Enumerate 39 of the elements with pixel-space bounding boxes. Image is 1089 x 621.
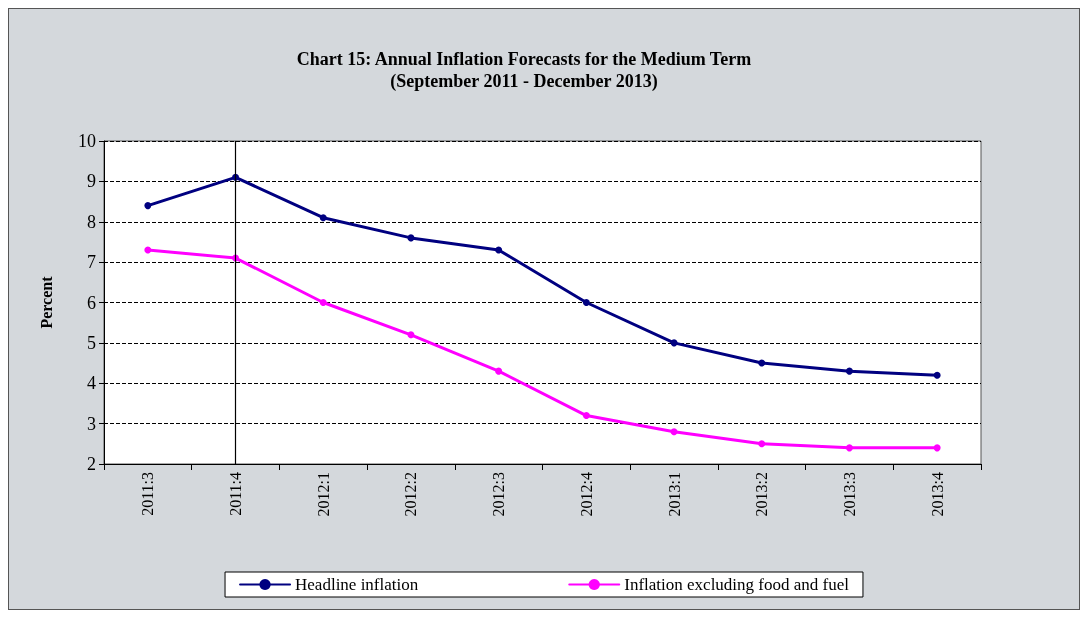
x-tick-label: 2012:3 — [490, 472, 508, 517]
y-tick-label: 3 — [87, 413, 96, 434]
y-tick-label: 5 — [87, 332, 96, 353]
y-tick-label: 7 — [87, 252, 96, 273]
legend-label: Headline inflation — [295, 575, 419, 594]
point — [144, 202, 152, 210]
point — [319, 299, 327, 306]
x-tick-label: 2013:4 — [928, 472, 946, 517]
point — [758, 359, 766, 367]
y-axis-title: Percent — [37, 275, 55, 329]
point — [582, 299, 590, 306]
chart-subtitle: (September 2011 - December 2013) — [390, 71, 658, 92]
point — [933, 371, 941, 379]
x-tick-label: 2012:2 — [402, 472, 420, 517]
y-tick-label: 10 — [78, 131, 96, 151]
point — [933, 444, 941, 452]
y-tick-label: 2 — [87, 454, 96, 474]
y-tick-label: 9 — [87, 171, 96, 192]
y-tick-label: 6 — [87, 292, 96, 313]
point — [758, 440, 766, 448]
chart-title: Chart 15: Annual Inflation Forecasts for the Medium Term — [296, 49, 752, 69]
y-tick-label: 8 — [87, 211, 96, 232]
point — [845, 444, 853, 452]
point — [582, 412, 590, 420]
x-tick-label: 2012:4 — [577, 472, 595, 517]
x-tick-label: 2013:1 — [665, 472, 683, 517]
point — [670, 428, 678, 436]
point — [495, 246, 503, 254]
point — [319, 214, 327, 222]
x-tick-label: 2011:4 — [227, 472, 245, 516]
point — [495, 367, 503, 375]
point — [407, 331, 415, 339]
x-tick-label: 2013:3 — [840, 472, 858, 517]
x-tick-label: 2011:3 — [139, 472, 157, 516]
point — [845, 367, 853, 375]
legend-label: Inflation excluding food and fuel — [624, 575, 850, 594]
x-tick-label: 2012:1 — [314, 472, 332, 517]
x-tick-label: 2013:2 — [753, 472, 771, 517]
y-tick-label: 4 — [87, 373, 96, 394]
